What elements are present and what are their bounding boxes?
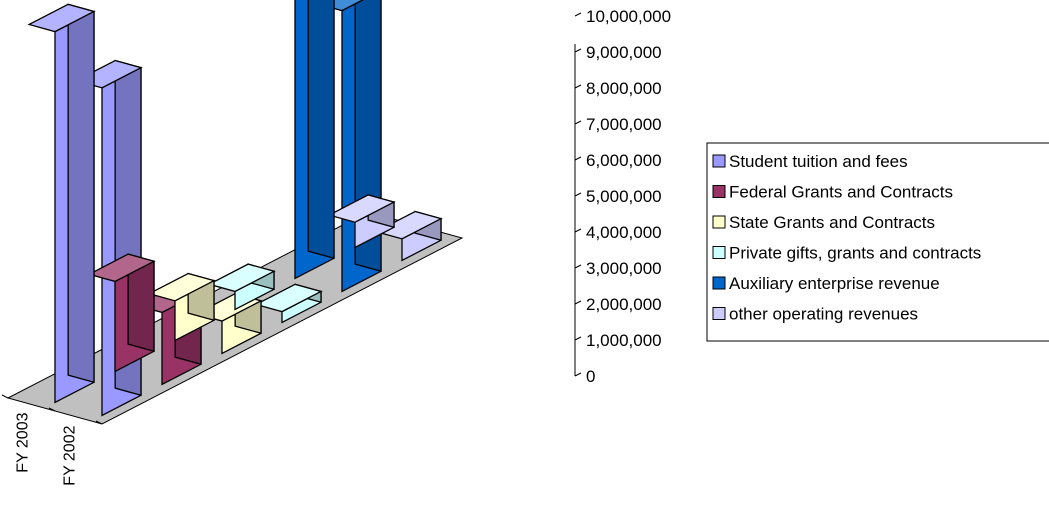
value-tick xyxy=(574,120,582,125)
value-tick-label: 6,000,000 xyxy=(586,151,662,170)
value-tick-label: 7,000,000 xyxy=(586,115,662,134)
bar-top-face xyxy=(87,253,156,283)
value-tick-label: 5,000,000 xyxy=(586,187,662,206)
value-tick-label: 3,000,000 xyxy=(586,259,662,278)
bar-top-face xyxy=(147,272,216,302)
value-tick xyxy=(574,12,582,17)
category-label: FY 2003 xyxy=(15,412,32,472)
value-tick xyxy=(574,156,582,161)
legend-label: Student tuition and fees xyxy=(729,152,908,171)
value-tick xyxy=(574,48,582,53)
bar xyxy=(27,3,96,404)
legend-label: Federal Grants and Contracts xyxy=(729,183,953,202)
value-tick xyxy=(574,192,582,197)
bar-top-face xyxy=(327,194,396,223)
value-tick-label: 10,000,000 xyxy=(586,7,671,26)
bar xyxy=(87,253,156,373)
bar-side-face xyxy=(307,0,335,260)
bar xyxy=(147,272,216,342)
value-tick-label: 1,000,000 xyxy=(586,331,662,350)
value-tick-label: 8,000,000 xyxy=(586,79,662,98)
legend-swatch xyxy=(712,215,726,229)
category-tick xyxy=(48,407,56,412)
value-tick xyxy=(574,372,582,377)
value-tick xyxy=(574,84,582,89)
value-tick xyxy=(574,228,582,233)
bar-top-face xyxy=(207,263,276,293)
category-tick xyxy=(1,394,9,399)
bar-top-face xyxy=(27,3,96,33)
bar xyxy=(207,263,276,311)
bar xyxy=(254,283,323,324)
category-label: FY 2002 xyxy=(62,425,79,485)
legend-swatch xyxy=(712,185,726,198)
bar-top-face xyxy=(374,210,443,240)
bar xyxy=(327,194,396,249)
bar xyxy=(374,210,443,262)
legend-swatch xyxy=(712,154,726,168)
value-tick-label: 9,000,000 xyxy=(586,43,662,62)
value-tick-label: 4,000,000 xyxy=(586,223,662,242)
category-tick xyxy=(95,420,103,425)
value-tick-label: 2,000,000 xyxy=(586,295,662,314)
value-tick xyxy=(574,300,582,305)
legend-label: Auxiliary enterprise revenue xyxy=(729,274,940,293)
value-tick xyxy=(574,336,582,341)
legend-box xyxy=(706,142,1049,342)
legend-swatch xyxy=(712,307,726,320)
bar xyxy=(294,0,335,280)
legend-label: other operating revenues xyxy=(729,305,918,324)
bar-side-face xyxy=(67,3,95,384)
value-tick-label: 0 xyxy=(586,367,595,386)
legend-swatch xyxy=(712,276,726,290)
bar-top-face xyxy=(254,283,323,313)
legend-label: Private gifts, grants and contracts xyxy=(729,244,981,263)
legend-label: State Grants and Contracts xyxy=(729,213,935,232)
legend-swatch xyxy=(712,246,726,259)
value-tick xyxy=(574,264,582,269)
